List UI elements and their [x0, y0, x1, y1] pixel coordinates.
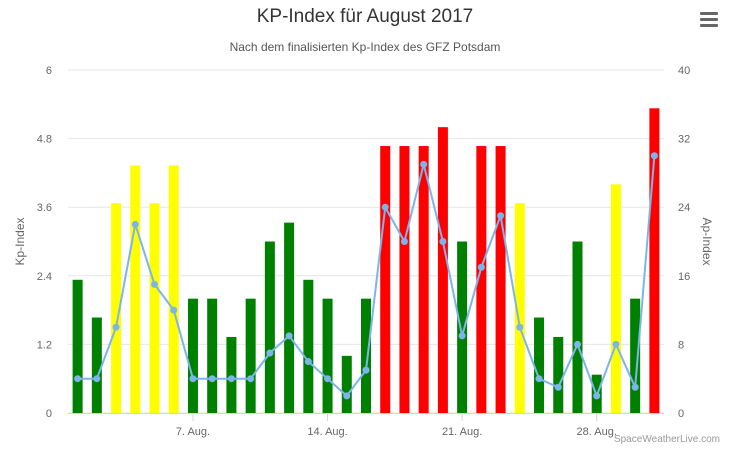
kp-bar	[610, 184, 621, 413]
kp-bar	[341, 355, 352, 413]
ap-point	[324, 375, 332, 383]
x-tick-label: 14. Aug.	[307, 426, 347, 438]
y-left-tick-label: 6	[46, 65, 52, 77]
kp-bar	[245, 298, 256, 413]
kp-bar	[91, 317, 102, 413]
kp-bar	[72, 279, 83, 413]
y-right-tick-label: 24	[678, 202, 690, 214]
kp-bar	[418, 146, 429, 413]
kp-bar	[207, 298, 218, 413]
y-right-tick-label: 32	[678, 134, 690, 146]
ap-point	[93, 375, 101, 383]
x-tick-label: 21. Aug.	[442, 426, 482, 438]
kp-bar	[495, 146, 506, 413]
ap-point	[458, 332, 466, 340]
kp-bar	[322, 298, 333, 413]
ap-point	[227, 375, 235, 383]
ap-point	[74, 375, 82, 383]
ap-point	[477, 263, 485, 271]
y-right-axis-title: Ap-Index	[700, 217, 714, 265]
y-left-tick-label: 1.2	[37, 339, 52, 351]
kp-bar	[111, 203, 122, 413]
ap-point	[516, 323, 524, 331]
x-tick-label: 7. Aug.	[176, 426, 210, 438]
ap-point	[573, 340, 581, 348]
kp-bar	[130, 165, 141, 413]
kp-bar	[187, 298, 198, 413]
ap-point	[400, 238, 408, 245]
ap-point	[535, 375, 543, 383]
credits-link[interactable]: SpaceWeatherLive.com	[614, 434, 720, 445]
kp-bar	[264, 241, 275, 413]
ap-point	[112, 323, 120, 331]
y-left-axis-title: Kp-Index	[13, 217, 27, 265]
kp-bar	[630, 298, 641, 413]
kp-bar	[361, 298, 371, 413]
ap-point	[420, 160, 428, 168]
ap-point	[650, 152, 658, 160]
ap-point	[497, 212, 505, 220]
kp-bar	[476, 146, 487, 413]
ap-point	[285, 332, 293, 340]
menu-bar	[700, 18, 718, 21]
y-right-tick-label: 40	[678, 65, 690, 77]
kp-bar	[437, 127, 448, 414]
kp-bar	[168, 165, 179, 413]
ap-point	[362, 366, 370, 374]
chart-title: KP-Index für August 2017	[256, 6, 474, 27]
ap-point	[189, 375, 197, 383]
kp-bar	[572, 241, 583, 413]
menu-bar	[700, 12, 718, 15]
y-left-tick-label: 0	[46, 408, 52, 420]
y-left-tick-label: 4.8	[37, 134, 52, 146]
ap-point	[381, 203, 389, 211]
ap-point	[151, 280, 159, 288]
ap-point	[170, 306, 178, 314]
kp-bar	[226, 336, 237, 413]
kp-bar	[514, 203, 525, 413]
y-left-tick-label: 3.6	[37, 202, 52, 214]
kp-bar	[284, 222, 295, 413]
kp-bar	[380, 146, 391, 413]
kp-bar	[457, 241, 468, 413]
kp-bar	[303, 279, 314, 413]
ap-point	[131, 220, 139, 228]
kp-bar	[149, 203, 160, 413]
menu-bar	[700, 24, 718, 27]
kp-bar	[553, 336, 564, 413]
ap-point	[631, 383, 639, 391]
ap-point	[343, 392, 351, 400]
ap-point	[554, 383, 562, 391]
ap-point	[439, 238, 447, 245]
x-tick-label: 28. Aug.	[577, 426, 617, 438]
y-right-tick-label: 16	[678, 271, 690, 283]
kp-bar	[399, 146, 410, 413]
ap-point	[304, 358, 312, 366]
y-right-tick-label: 8	[678, 339, 684, 351]
chart-subtitle: Nach dem finalisierten Kp-Index des GFZ …	[229, 40, 501, 54]
hamburger-menu-icon[interactable]	[698, 12, 720, 32]
y-left-tick-label: 2.4	[37, 271, 52, 283]
kp-bar	[649, 108, 660, 413]
kp-bar	[534, 317, 545, 413]
ap-point	[247, 375, 255, 383]
ap-point	[612, 340, 620, 348]
ap-point	[593, 392, 601, 400]
ap-point	[266, 349, 274, 357]
y-right-tick-label: 0	[678, 408, 684, 420]
ap-point	[208, 375, 216, 383]
